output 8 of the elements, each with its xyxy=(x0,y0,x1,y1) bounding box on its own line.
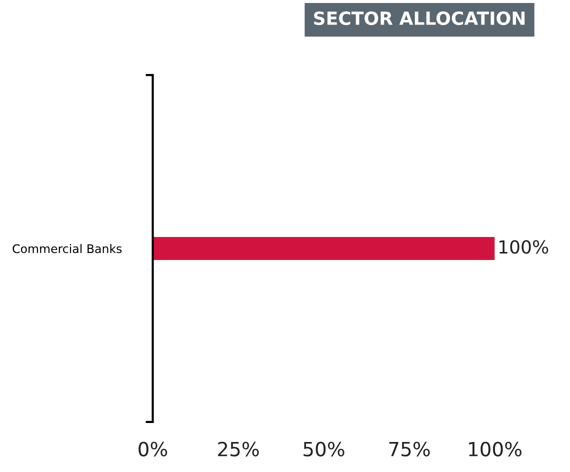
x-tick-label: 100% xyxy=(469,442,522,456)
x-tick-label: 0% xyxy=(138,442,168,456)
data-label: 100% xyxy=(500,240,548,254)
x-tick-label: 25% xyxy=(218,442,259,456)
chart-title: SECTOR ALLOCATION xyxy=(314,11,525,26)
x-tick-label: 75% xyxy=(389,442,430,456)
y-tick-label: Commercial Banks xyxy=(12,244,122,254)
x-tick-label: 50% xyxy=(304,442,344,456)
